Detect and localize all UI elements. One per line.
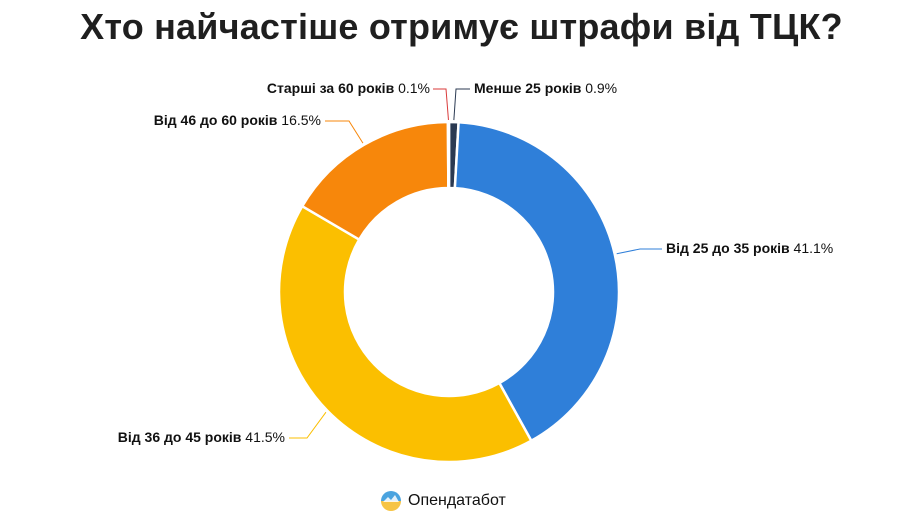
category-name: Від 46 до 60 років [154,112,282,128]
category-value: 0.9% [585,80,617,96]
category-name: Від 25 до 35 років [666,240,794,256]
data-label-старші-за-60-років: Старші за 60 років 0.1% [267,80,430,96]
data-label-від-46-до-60-років: Від 46 до 60 років 16.5% [154,112,321,128]
leader-line-від-25-до-35-років [616,248,662,255]
category-value: 41.1% [794,240,834,256]
leader-line-старші-за-60-років [433,88,449,121]
data-label-менше-25-років: Менше 25 років 0.9% [474,80,617,96]
data-label-від-25-до-35-років: Від 25 до 35 років 41.1% [666,240,833,256]
slice-від-36-до-45-років [277,204,533,464]
brand: Опендатабот [380,490,506,512]
category-name: Від 36 до 45 років [118,429,246,445]
leader-line-від-46-до-60-років [325,120,364,144]
category-value: 41.5% [245,429,285,445]
slice-старші-за-60-років [446,120,451,190]
data-label-від-36-до-45-років: Від 36 до 45 років 41.5% [118,429,285,445]
chart-title: Хто найчастіше отримує штрафи від ТЦК? [80,6,843,47]
category-name: Старші за 60 років [267,80,398,96]
leader-lines-group [289,88,662,439]
category-value: 16.5% [281,112,321,128]
category-name: Менше 25 років [474,80,585,96]
leader-line-менше-25-років [453,88,470,121]
brand-name: Опендатабот [408,492,506,509]
slices-group [277,120,621,464]
slice-від-25-до-35-років [453,121,621,443]
opendatabot-logo-icon [381,491,401,511]
leader-line-від-36-до-45-років [289,411,327,439]
labels-group: Менше 25 років 0.9% Від 25 до 35 років 41… [118,80,833,445]
category-value: 0.1% [398,80,430,96]
